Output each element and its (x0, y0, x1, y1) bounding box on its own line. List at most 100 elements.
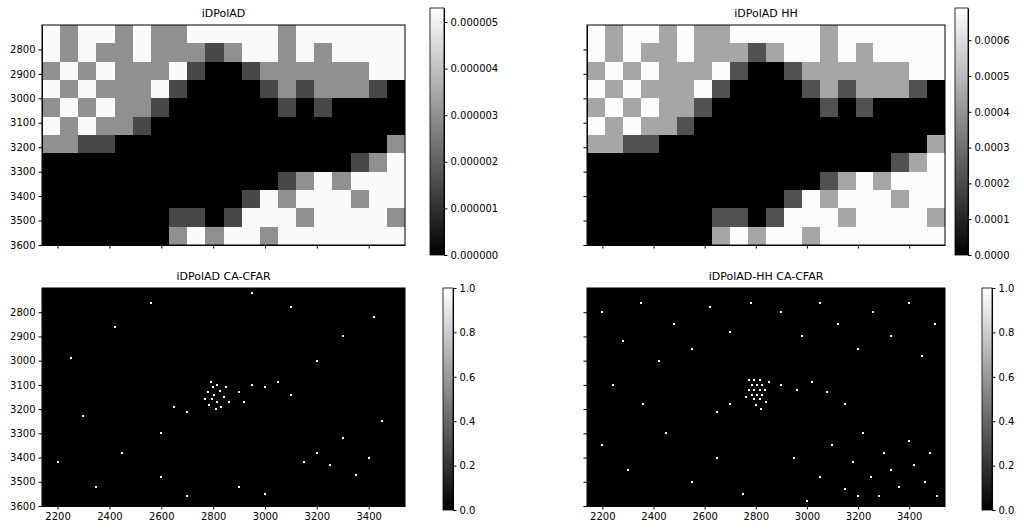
colorbar-tick: 0.0004 (968, 107, 1010, 118)
heatmap-cell (856, 153, 874, 171)
heatmap-cell (133, 98, 151, 116)
y-tick-mark (39, 49, 43, 50)
y-axis: 280029003000310032003300340035003600 (10, 26, 42, 251)
colorbar-tick: 0.8 (992, 327, 1014, 338)
detection-pixel (215, 408, 217, 410)
y-tick (584, 245, 588, 246)
heatmap-cell (296, 153, 314, 171)
heatmap-cell (677, 153, 695, 171)
x-tick-mark (756, 506, 757, 510)
detection-pixel (729, 403, 731, 405)
panel-title: iDPolAD HH (734, 7, 798, 20)
detection-pixel (793, 457, 795, 459)
heatmap-cell (873, 25, 891, 43)
heatmap-cell (387, 208, 405, 226)
heatmap-cell (712, 135, 730, 153)
heatmap-cell (784, 43, 802, 61)
heatmap-cell (187, 43, 205, 61)
detection-pixel (342, 437, 344, 439)
y-tick (584, 433, 588, 434)
detection-pixel (819, 302, 821, 304)
heatmap-cell (187, 117, 205, 135)
heatmap-cell (260, 117, 278, 135)
heatmap-cell (314, 25, 332, 43)
plot-area (42, 288, 405, 506)
heatmap-cell (587, 43, 605, 61)
detection-pixel (204, 398, 206, 400)
colorbar-tick-mark (992, 377, 996, 378)
x-tick-mark (213, 245, 214, 249)
heatmap-cell (873, 135, 891, 153)
heatmap-cell (332, 117, 350, 135)
heatmap-cell (659, 153, 677, 171)
heatmap-cell (873, 227, 891, 245)
heatmap-cell (748, 98, 766, 116)
heatmap-cell (748, 62, 766, 80)
y-tick-label: 3600 (10, 240, 35, 251)
heatmap-cell (730, 227, 748, 245)
heatmap-cell (205, 62, 223, 80)
heatmap-cell (838, 135, 856, 153)
heatmap-cell (587, 117, 605, 135)
y-tick (584, 49, 588, 50)
heatmap-cell (351, 135, 369, 153)
y-tick-mark (39, 361, 43, 362)
heatmap-cell (659, 25, 677, 43)
heatmap-cell (205, 172, 223, 190)
y-tick-label: 3200 (10, 142, 35, 153)
detection-pixel (759, 398, 761, 400)
x-tick: 3000 (795, 506, 820, 522)
heatmap-cell (873, 98, 891, 116)
heatmap-cell (748, 227, 766, 245)
detection-pixel (862, 432, 864, 434)
heatmap-cell (332, 25, 350, 43)
heatmap-cell (60, 227, 78, 245)
x-axis-line (43, 245, 406, 246)
y-tick-mark (39, 147, 43, 148)
heatmap-cell (314, 227, 332, 245)
y-tick-label: 3100 (10, 117, 35, 128)
heatmap-cell (891, 80, 909, 98)
heatmap-cell (909, 62, 927, 80)
heatmap-cell (151, 98, 169, 116)
heatmap-cell (623, 190, 641, 208)
y-tick-mark (39, 221, 43, 222)
heatmap-cell (659, 98, 677, 116)
heatmap-cell (838, 208, 856, 226)
detection-pixel (225, 386, 227, 388)
x-tick-mark (909, 506, 910, 510)
heatmap-cell (42, 98, 60, 116)
detection-pixel (796, 389, 798, 391)
x-tick-label: 2200 (590, 511, 615, 522)
panel: 2200240026002800300032003400iDPolAD-HH C… (584, 270, 946, 522)
heatmap-cell (332, 172, 350, 190)
colorbar-tick-label: 0.0004 (975, 107, 1010, 118)
heatmap-cell (694, 62, 712, 80)
heatmap-cell (838, 43, 856, 61)
detection-pixel (691, 481, 693, 483)
colorbar-tick: 0.0 (992, 505, 1014, 516)
y-tick-mark (39, 245, 43, 246)
heatmap-cell (224, 172, 242, 190)
detection-pixel (929, 452, 931, 454)
colorbar-tick: 0.000005 (444, 17, 498, 28)
heatmap-cell (115, 25, 133, 43)
heatmap-cell (224, 117, 242, 135)
heatmap-cell (873, 62, 891, 80)
detection-pixel (780, 384, 782, 386)
detection-pixel (753, 379, 755, 381)
heatmap-cell (387, 190, 405, 208)
heatmap-cell (587, 208, 605, 226)
heatmap-cell (784, 135, 802, 153)
heatmap-cell (351, 43, 369, 61)
detection-pixel (290, 394, 292, 396)
heatmap-cell (927, 117, 945, 135)
heatmap-cell (730, 80, 748, 98)
colorbar-tick-mark (992, 332, 996, 333)
heatmap-cell (587, 135, 605, 153)
colorbar-tick-mark (453, 288, 457, 289)
colorbar-tick-mark (444, 208, 448, 209)
y-axis-line (587, 289, 588, 507)
heatmap-cell (927, 172, 945, 190)
heatmap-cell (748, 80, 766, 98)
